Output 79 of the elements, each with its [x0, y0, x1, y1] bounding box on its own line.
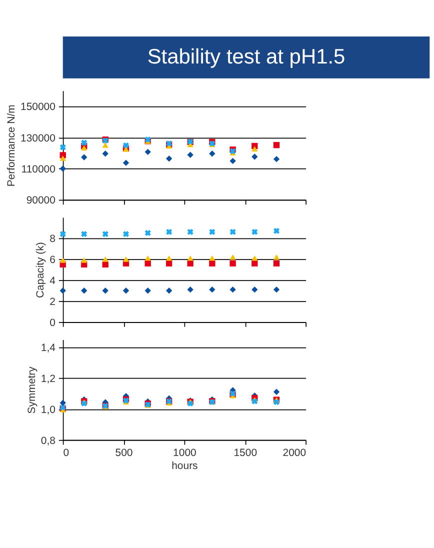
point	[144, 288, 151, 294]
point	[252, 228, 258, 235]
point	[81, 258, 88, 263]
point	[230, 228, 236, 235]
point	[209, 150, 216, 157]
point	[144, 255, 151, 261]
point	[122, 160, 130, 166]
point	[273, 388, 280, 395]
point	[144, 230, 151, 236]
x-axis-title: hours	[172, 461, 198, 472]
point	[209, 228, 216, 235]
point	[273, 254, 280, 260]
point	[122, 288, 130, 294]
y-tick-label: 130000	[20, 133, 56, 144]
point	[187, 255, 194, 261]
x-tick-label: 500	[115, 448, 133, 460]
point	[81, 145, 88, 151]
point	[209, 260, 216, 266]
y-tick-label: 8	[50, 234, 56, 246]
point	[230, 260, 236, 266]
point	[81, 230, 88, 238]
point	[252, 154, 258, 160]
point	[187, 228, 194, 235]
x-tick-label: 0	[63, 448, 70, 460]
point	[122, 142, 130, 148]
point	[273, 286, 280, 293]
y-tick-label: 6	[50, 255, 56, 266]
x-tick-label: 1500	[234, 448, 258, 460]
point	[102, 256, 108, 262]
point	[122, 230, 130, 238]
point	[209, 255, 216, 261]
y-tick-label: 0,8	[40, 436, 56, 447]
point	[60, 400, 66, 406]
y-tick-label: 0	[50, 318, 56, 329]
point	[144, 148, 151, 156]
point	[187, 152, 194, 158]
point	[230, 158, 236, 164]
point	[81, 140, 88, 146]
point	[209, 286, 216, 293]
point	[273, 156, 280, 162]
point	[252, 146, 258, 152]
point	[187, 260, 194, 266]
point	[273, 260, 280, 266]
y-axis-title: Capacity (k)	[36, 242, 47, 298]
y-tick-label: 1,2	[40, 374, 56, 386]
point	[273, 142, 280, 148]
x-tick-label: 1000	[173, 448, 197, 460]
point	[166, 228, 172, 235]
point	[60, 155, 66, 161]
point	[102, 142, 108, 148]
point	[166, 288, 172, 294]
point	[273, 399, 280, 406]
y-axis-title: Symmetry	[26, 366, 38, 414]
point	[273, 228, 280, 234]
point	[60, 144, 66, 150]
y-tick-label: 1,0	[40, 404, 56, 416]
y-tick-label: 150000	[20, 102, 56, 114]
point	[187, 286, 194, 293]
point	[81, 288, 88, 294]
point	[252, 255, 258, 261]
point	[230, 254, 236, 260]
point	[252, 286, 258, 293]
x-tick-label: 2000	[282, 448, 306, 460]
point	[122, 256, 130, 262]
point	[166, 156, 172, 162]
chart-title: Stability test at pH1.5	[147, 46, 346, 69]
point	[166, 255, 172, 261]
y-tick-label: 90000	[26, 196, 56, 207]
point	[81, 154, 88, 160]
y-tick-label: 1,4	[40, 343, 56, 354]
y-tick-label: 4	[50, 276, 56, 288]
point	[102, 150, 108, 157]
y-axis-title: Performance N/m	[6, 104, 18, 187]
point	[230, 286, 236, 293]
point	[60, 288, 66, 294]
point	[102, 288, 108, 294]
y-tick-label: 110000	[21, 164, 56, 176]
point	[102, 230, 108, 238]
y-tick-label: 2	[50, 297, 56, 308]
